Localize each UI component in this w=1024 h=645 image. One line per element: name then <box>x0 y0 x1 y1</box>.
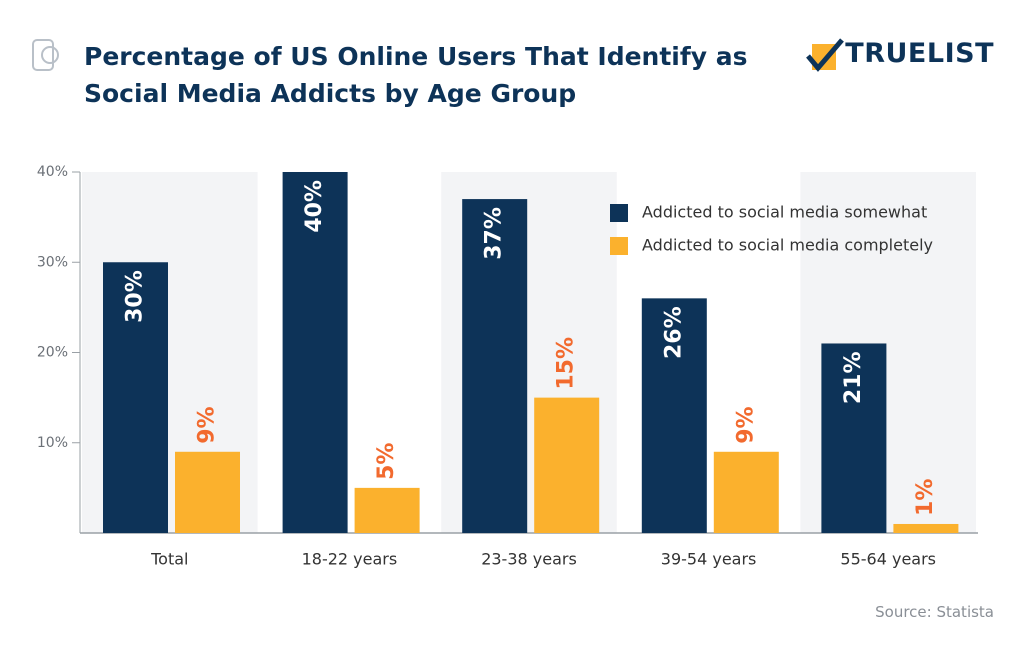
bar <box>103 262 168 533</box>
data-label: 40% <box>302 180 327 233</box>
bar <box>354 487 420 533</box>
data-label: 30% <box>123 270 148 323</box>
y-tick-label: 40% <box>37 164 68 180</box>
x-tick-label: 39-54 years <box>661 550 757 569</box>
bar <box>713 451 779 533</box>
legend-swatch <box>610 204 628 222</box>
legend-label: Addicted to social media somewhat <box>642 203 927 222</box>
data-label: 5% <box>374 443 399 480</box>
x-tick-label: 18-22 years <box>302 550 398 569</box>
data-label: 26% <box>661 306 686 359</box>
source: Source: Statista <box>875 603 994 621</box>
data-label: 21% <box>841 351 866 404</box>
brand-icon <box>806 38 844 72</box>
bar <box>462 199 528 533</box>
bar <box>821 343 887 533</box>
data-label: 9% <box>195 406 220 443</box>
x-tick-label: 23-38 years <box>481 550 577 569</box>
y-tick-label: 10% <box>37 435 68 451</box>
x-tick-label: 55-64 years <box>840 550 936 569</box>
data-label: 37% <box>482 207 507 260</box>
data-label: 1% <box>913 479 938 516</box>
chart-title: Percentage of US Online Users That Ident… <box>84 42 748 108</box>
brand: TRUELIST <box>845 38 994 69</box>
logo-icon <box>32 39 59 71</box>
legend-label: Addicted to social media completely <box>642 236 933 255</box>
legend-swatch <box>610 237 628 255</box>
x-tick-label: Total <box>150 550 188 569</box>
bar <box>534 397 600 533</box>
y-tick-label: 20% <box>37 345 68 361</box>
data-label: 15% <box>554 337 579 390</box>
data-label: 9% <box>733 406 758 443</box>
y-tick-label: 30% <box>37 254 68 270</box>
bar <box>282 172 348 533</box>
bar <box>175 451 240 533</box>
bar <box>893 523 959 533</box>
bar <box>641 298 707 533</box>
